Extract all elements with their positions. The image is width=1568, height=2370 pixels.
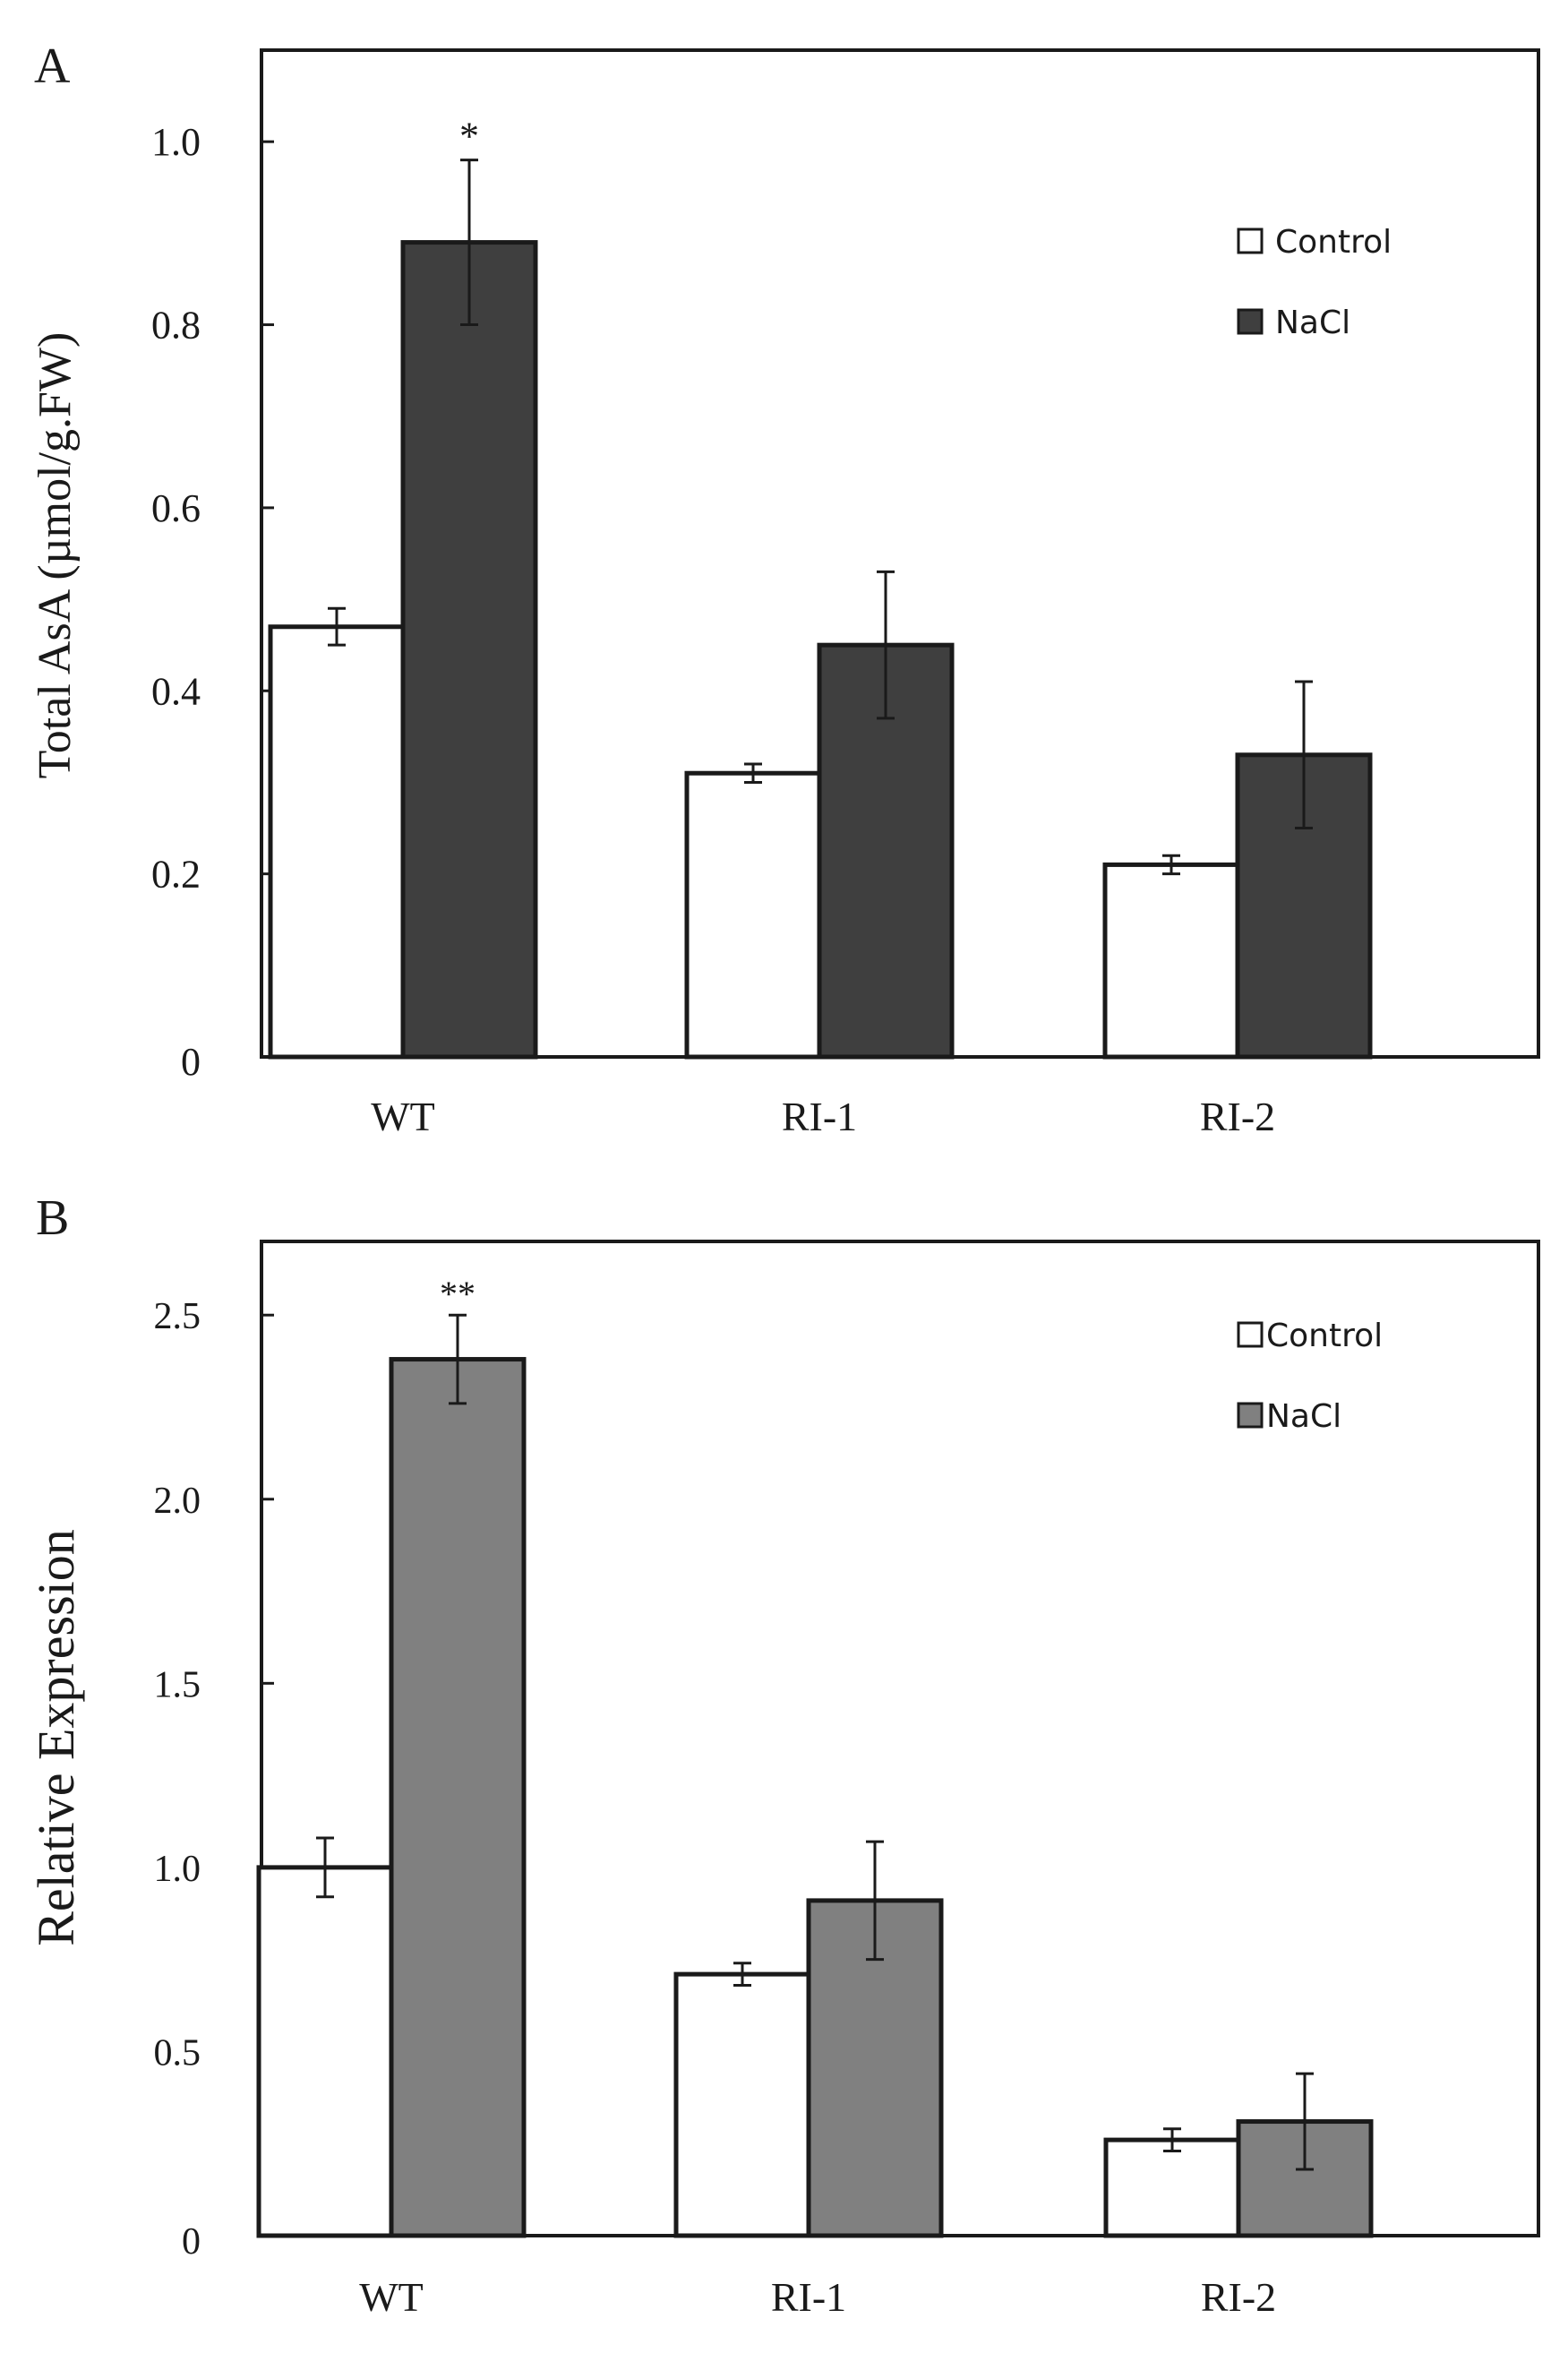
panel-b-error-bar bbox=[1296, 2072, 1314, 2171]
panel-b-x-tick-label: RI-2 bbox=[1201, 2274, 1276, 2320]
panel-a: A 0 0.2 0.4 0.6 0.8 1.0 * WT RI-1 RI-2 Total As… bbox=[30, 39, 1540, 1139]
panel-b-significance-mark: ** bbox=[440, 1274, 476, 1314]
panel-b: B 0 0.5 1.0 1.5 2.0 2.5 ** WT RI-1 RI-2 Relativ… bbox=[27, 1190, 1540, 2320]
panel-a-y-tick-label: 0.2 bbox=[151, 853, 201, 897]
panel-a-legend-item-nacl: NaCl bbox=[1237, 305, 1350, 341]
panel-a-legend: Control NaCl bbox=[1237, 224, 1392, 341]
panel-a-y-tick-label: 1.0 bbox=[151, 120, 201, 164]
panel-b-legend-item-nacl: NaCl bbox=[1237, 1398, 1341, 1435]
panel-a-y-axis-label: Total AsA (µmol/g.FW) bbox=[30, 332, 81, 779]
panel-b-error-bar bbox=[733, 1962, 751, 1987]
panel-a-x-tick-label: RI-1 bbox=[782, 1094, 857, 1139]
panel-b-bar-control-ri-1 bbox=[673, 1971, 811, 2238]
panel-b-y-tick-label: 2.5 bbox=[154, 1296, 201, 1337]
panel-a-legend-swatch-control bbox=[1237, 228, 1264, 254]
panel-b-legend-swatch-nacl bbox=[1237, 1402, 1264, 1429]
panel-b-y-tick-label: 1.0 bbox=[154, 1849, 201, 1890]
panel-a-legend-label-nacl: NaCl bbox=[1275, 305, 1350, 341]
panel-a-error-bar bbox=[744, 762, 762, 784]
panel-b-letter: B bbox=[36, 1190, 69, 1246]
panel-b-bar-control-ri-2 bbox=[1103, 2137, 1241, 2238]
panel-b-legend-swatch-control bbox=[1237, 1321, 1264, 1348]
panel-b-y-ticks: 0 0.5 1.0 1.5 2.0 2.5 bbox=[154, 1296, 274, 2263]
panel-b-x-tick-label: WT bbox=[359, 2274, 424, 2320]
panel-a-bar-control-wt bbox=[268, 624, 406, 1060]
panel-b-legend-label-control: Control bbox=[1266, 1318, 1383, 1354]
panel-b-error-bar bbox=[316, 1836, 334, 1899]
panel-b-y-tick-label: 1.5 bbox=[154, 1664, 201, 1705]
panel-a-y-tick-label: 0.4 bbox=[151, 669, 201, 713]
panel-a-x-tick-label: WT bbox=[371, 1094, 435, 1139]
panel-a-bar-control-ri-2 bbox=[1102, 862, 1240, 1060]
panel-a-letter: A bbox=[34, 39, 71, 94]
panel-b-y-tick-label: 2.0 bbox=[154, 1481, 201, 1522]
panel-a-error-bar bbox=[877, 570, 895, 720]
panel-b-y-axis-label: Relative Expression bbox=[27, 1529, 85, 1946]
panel-b-bar-nacl-wt bbox=[389, 1357, 527, 2238]
panel-b-x-tick-label: RI-1 bbox=[771, 2274, 846, 2320]
panel-a-legend-label-control: Control bbox=[1275, 224, 1392, 261]
panel-a-y-tick-label: 0.6 bbox=[151, 486, 201, 530]
panel-b-y-tick-label: 0.5 bbox=[154, 2032, 201, 2074]
panel-a-x-ticks: WT RI-1 RI-2 bbox=[371, 1094, 1275, 1139]
panel-a-legend-swatch-nacl bbox=[1237, 308, 1264, 335]
panel-b-legend-item-control: Control bbox=[1237, 1318, 1383, 1354]
panel-a-y-ticks: 0 0.2 0.4 0.6 0.8 1.0 bbox=[151, 120, 274, 1084]
panel-a-y-tick-label: 0 bbox=[181, 1040, 201, 1084]
panel-a-bar-control-ri-1 bbox=[684, 770, 822, 1060]
panel-b-error-bar bbox=[1163, 2127, 1181, 2152]
panel-a-legend-item-control: Control bbox=[1237, 224, 1392, 261]
panel-b-y-tick-label: 0 bbox=[182, 2221, 201, 2263]
panel-b-legend: Control NaCl bbox=[1237, 1318, 1383, 1435]
panel-b-bar-control-wt bbox=[256, 1865, 394, 2238]
panel-a-bar-nacl-wt bbox=[400, 240, 538, 1060]
panel-b-error-bar bbox=[449, 1313, 467, 1405]
panel-a-error-bar bbox=[1162, 854, 1180, 876]
panel-a-significance-mark: * bbox=[459, 115, 479, 159]
panel-a-error-bar bbox=[328, 606, 346, 647]
panel-b-legend-label-nacl: NaCl bbox=[1266, 1398, 1341, 1435]
panel-a-y-tick-label: 0.8 bbox=[151, 304, 201, 348]
panel-b-error-bar bbox=[866, 1840, 884, 1962]
panel-a-error-bar bbox=[460, 159, 478, 327]
panel-a-x-tick-label: RI-2 bbox=[1200, 1094, 1275, 1139]
panel-a-bars: * bbox=[268, 115, 1373, 1060]
panel-a-error-bar bbox=[1295, 680, 1313, 830]
panel-b-x-ticks: WT RI-1 RI-2 bbox=[359, 2274, 1276, 2320]
panel-b-bars: ** bbox=[256, 1274, 1374, 2238]
